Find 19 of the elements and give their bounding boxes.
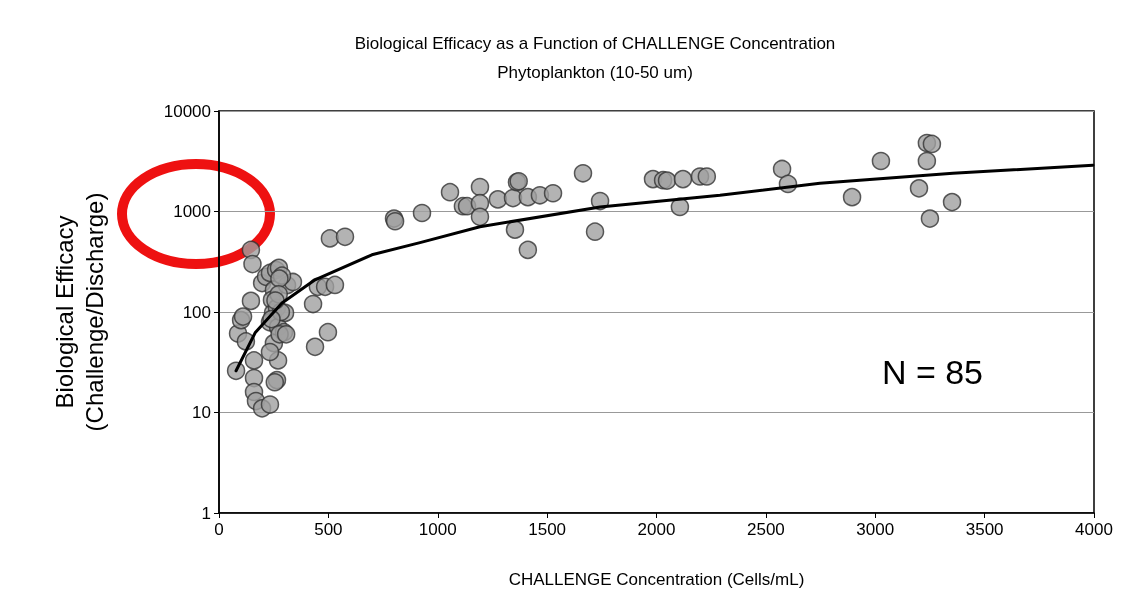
chart-title: Biological Efficacy as a Function of CHALLENGE Concentration xyxy=(354,34,836,53)
y-tick-label: 1 xyxy=(201,503,211,523)
y-tick-label: 1000 xyxy=(173,202,211,221)
y-tick-label: 10 xyxy=(192,403,211,422)
chart-subtitle: Phytoplankton (10-50 um) xyxy=(497,63,693,82)
y-axis-title: Biological Efficacy (Challenge/Discharge) xyxy=(50,192,108,432)
x-axis-title: CHALLENGE Concentration (Cells/mL) xyxy=(508,570,805,589)
x-tick-label: 3000 xyxy=(856,520,895,539)
annotation: N = 85 xyxy=(881,353,983,391)
x-tick-label: 0 xyxy=(214,520,224,539)
x-tick-label: 1000 xyxy=(418,520,457,539)
x-tick-label: 500 xyxy=(314,520,343,539)
y-tick-label: 10000 xyxy=(163,101,211,121)
x-tick-label: 4000 xyxy=(1075,520,1113,539)
x-tick-label: 1500 xyxy=(528,520,567,539)
x-tick-label: 2500 xyxy=(746,520,785,539)
x-tick-label: 2000 xyxy=(637,520,676,539)
y-tick-label: 100 xyxy=(182,302,211,322)
x-tick-label: 3500 xyxy=(965,520,1004,539)
